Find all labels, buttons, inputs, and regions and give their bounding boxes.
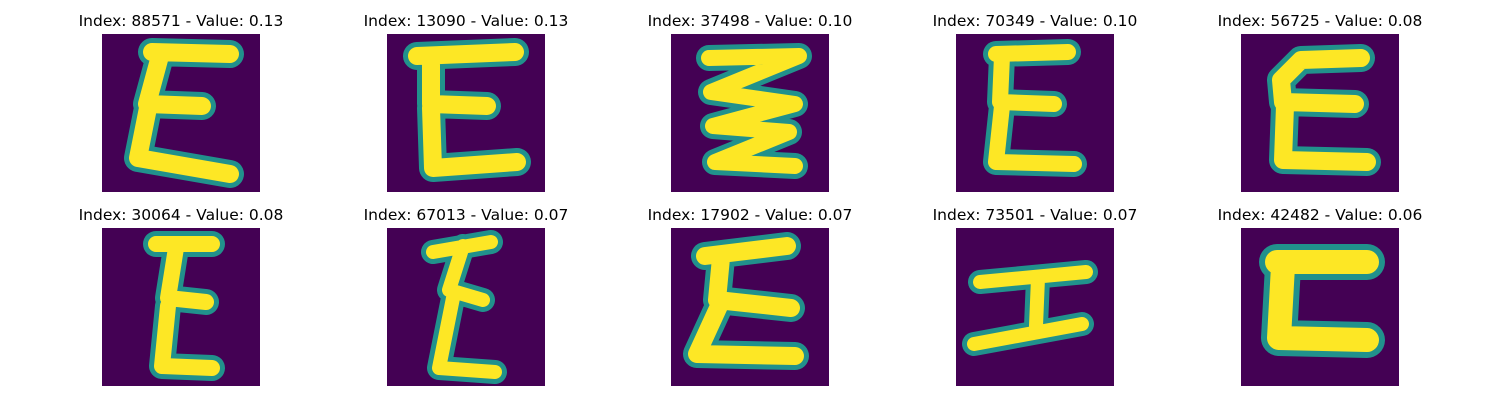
panel-2: Index: 13090 - Value: 0.13 — [364, 12, 568, 192]
panel-10: Index: 42482 - Value: 0.06 — [1218, 206, 1422, 386]
panel-5: Index: 56725 - Value: 0.08 — [1218, 12, 1422, 192]
panel-8: Index: 17902 - Value: 0.07 — [648, 206, 852, 386]
glyph-image — [102, 34, 260, 192]
glyph-image — [1241, 34, 1399, 192]
panel-title: Index: 56725 - Value: 0.08 — [1217, 12, 1423, 30]
panel-7: Index: 67013 - Value: 0.07 — [364, 206, 568, 386]
glyph-image — [387, 228, 545, 386]
panel-1: Index: 88571 - Value: 0.13 — [79, 12, 283, 192]
panel-title: Index: 42482 - Value: 0.06 — [1217, 206, 1423, 224]
panel-9: Index: 73501 - Value: 0.07 — [933, 206, 1137, 386]
glyph-image — [102, 228, 260, 386]
panel-title: Index: 88571 - Value: 0.13 — [78, 12, 284, 30]
panel-3: Index: 37498 - Value: 0.10 — [648, 12, 852, 192]
panel-4: Index: 70349 - Value: 0.10 — [933, 12, 1137, 192]
glyph-image — [956, 34, 1114, 192]
panel-title: Index: 30064 - Value: 0.08 — [78, 206, 284, 224]
glyph-image — [1241, 228, 1399, 386]
panel-title: Index: 70349 - Value: 0.10 — [932, 12, 1138, 30]
panel-6: Index: 30064 - Value: 0.08 — [79, 206, 283, 386]
panel-title: Index: 67013 - Value: 0.07 — [363, 206, 569, 224]
panel-title: Index: 13090 - Value: 0.13 — [363, 12, 569, 30]
glyph-image — [956, 228, 1114, 386]
panel-title: Index: 73501 - Value: 0.07 — [932, 206, 1138, 224]
glyph-image — [671, 228, 829, 386]
glyph-image — [387, 34, 545, 192]
panel-title: Index: 37498 - Value: 0.10 — [647, 12, 853, 30]
panel-title: Index: 17902 - Value: 0.07 — [647, 206, 853, 224]
glyph-image — [671, 34, 829, 192]
